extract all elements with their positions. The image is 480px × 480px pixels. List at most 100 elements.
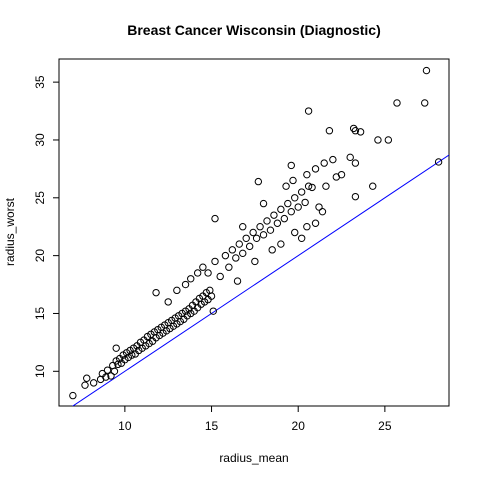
x-axis: 10 15 20 25 [118,406,392,433]
data-point [294,203,302,211]
data-point [315,203,323,211]
data-point [128,351,136,359]
x-axis-label: radius_mean [219,451,288,465]
data-point [393,99,401,107]
plot-area-box [58,58,450,407]
data-point [252,234,261,242]
data-point [311,165,320,173]
data-point [204,269,212,277]
x-tick-label: 20 [292,419,306,433]
data-point [351,127,360,135]
chart-title: Breast Cancer Wisconsin (Diagnostic) [127,22,381,38]
data-point [287,207,295,216]
data-point [301,198,309,207]
data-point [280,214,289,223]
data-point [421,99,429,107]
data-point [304,182,313,190]
data-point [89,379,98,387]
data-point [193,269,202,277]
data-point [284,199,292,208]
data-point [225,263,233,271]
data-point [251,257,259,266]
data-point [221,251,230,260]
data-point [351,192,360,201]
data-point [102,373,110,381]
data-point [289,176,297,185]
x-tick-label: 25 [378,419,392,433]
data-point [349,124,358,133]
data-point [303,170,311,179]
data-point [110,367,119,375]
data-point [270,211,278,219]
data-point [308,183,316,192]
data-point [297,188,306,196]
y-tick-label: 25 [33,191,47,205]
data-point [228,246,237,254]
data-point [69,391,77,400]
y-tick-label: 20 [33,249,47,263]
data-point [107,372,115,380]
data-point [181,280,190,289]
data-point [256,223,264,231]
data-point [351,159,360,167]
data-point [81,381,89,389]
data-point [83,374,91,382]
data-point [311,219,320,227]
reference-line-layer [71,154,449,406]
data-point [291,194,299,202]
data-point [216,272,224,281]
data-points [69,66,443,400]
x-tick-label: 10 [118,419,132,433]
data-point [209,307,217,315]
data-point [297,234,306,242]
data-point [239,249,247,258]
data-point [384,136,393,144]
y-axis-label: radius_worst [3,197,17,266]
data-point [329,155,337,164]
data-point [254,177,263,186]
data-point [325,127,334,135]
data-point [245,242,254,251]
y-tick-label: 35 [33,75,47,89]
data-point [233,277,242,285]
data-point [259,231,268,239]
data-point [211,214,219,223]
data-point [242,234,250,242]
data-point [374,136,382,144]
y-axis: 10 15 20 25 30 35 [33,75,59,378]
data-point [103,366,112,374]
data-point [318,207,327,216]
data-point [173,286,181,295]
data-point [287,161,295,170]
data-point [211,257,219,266]
data-point [303,223,311,231]
data-point [282,182,290,190]
data-point [199,263,207,271]
data-point [346,153,354,162]
data-point [263,217,271,225]
data-point [249,228,257,237]
data-point [268,246,276,254]
data-point [266,226,275,234]
data-point [322,182,330,190]
data-point [273,219,282,227]
data-point [112,344,120,352]
x-tick-label: 15 [205,419,219,433]
data-point [356,128,365,136]
data-point [434,158,443,166]
data-point [259,199,268,208]
data-point [369,182,377,190]
data-point [277,205,285,214]
data-point [291,228,299,237]
data-point [207,292,216,300]
y-tick-label: 10 [33,364,47,378]
data-point [232,254,240,262]
identity-reference-line [71,154,449,406]
data-point [422,66,431,75]
data-point [320,159,328,167]
data-point [235,240,243,248]
data-point [304,107,313,115]
data-point [239,223,247,231]
data-point [332,173,341,181]
